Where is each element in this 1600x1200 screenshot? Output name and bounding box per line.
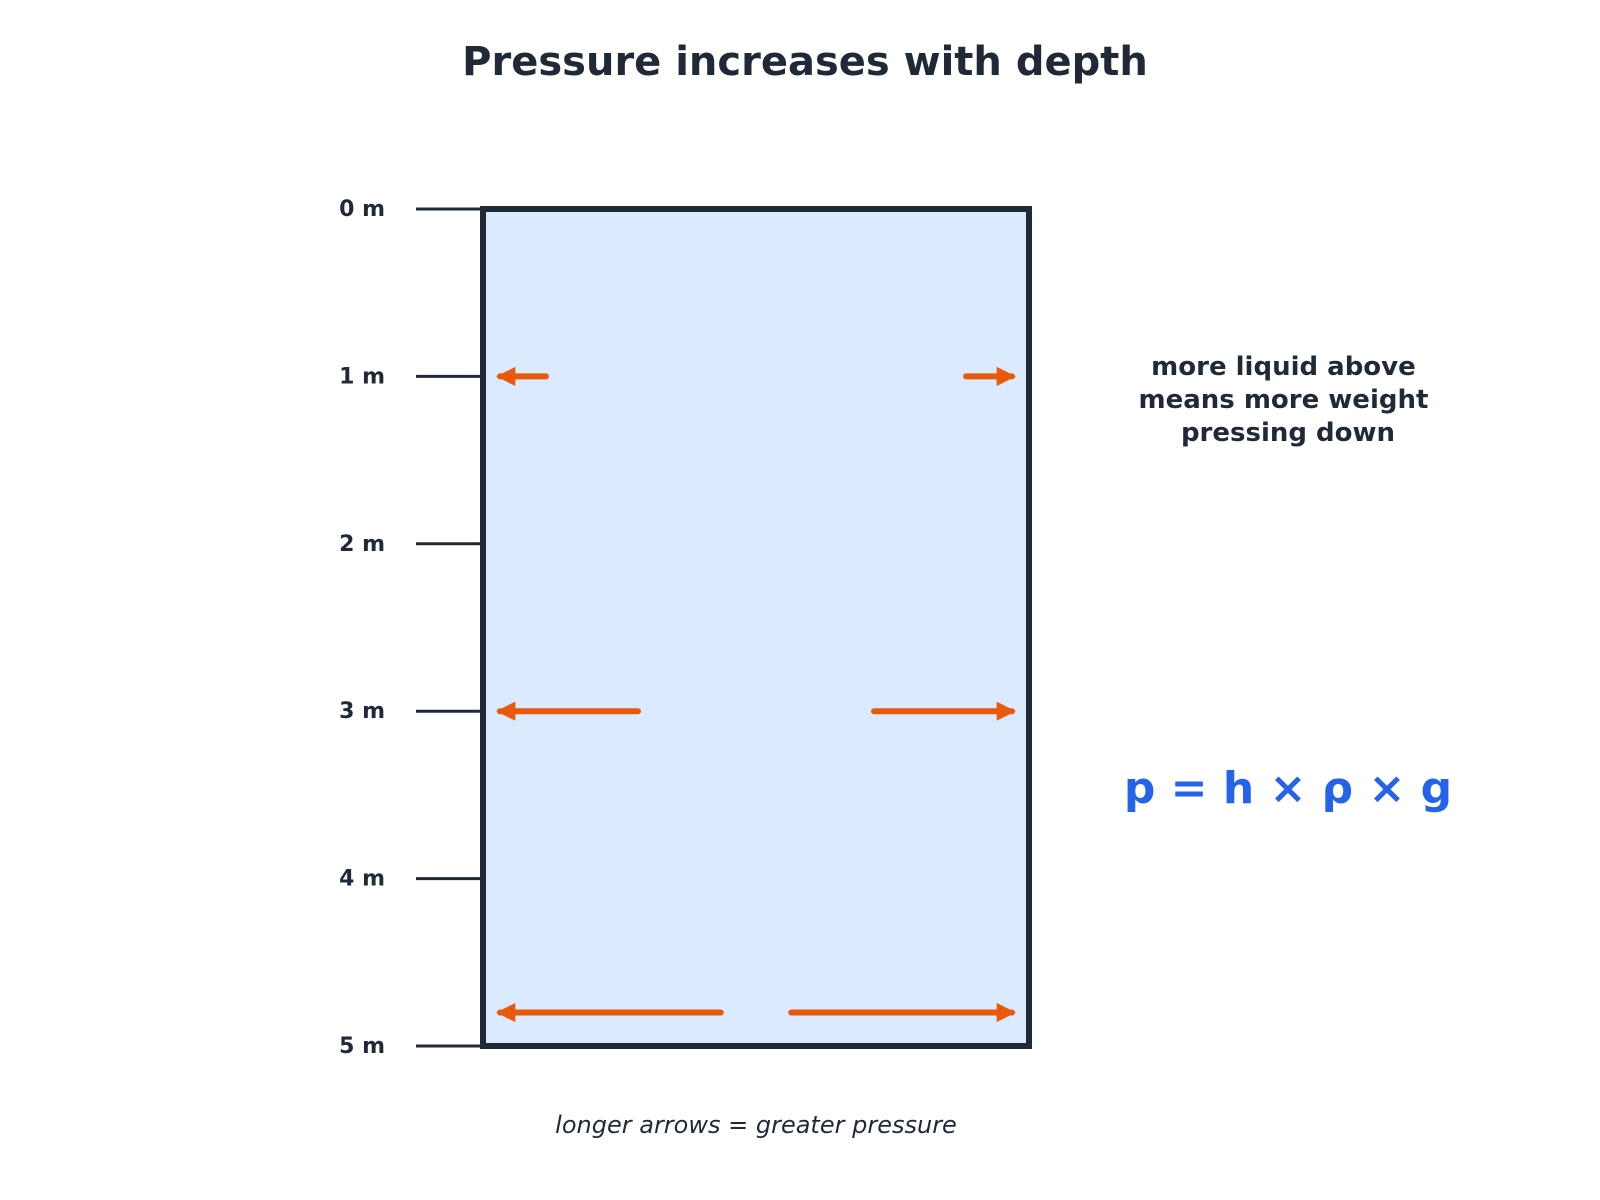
pressure-formula: p = h × ρ × g	[1124, 763, 1452, 814]
caption: longer arrows = greater pressure	[555, 1111, 957, 1139]
weight-note: more liquid above means more weight pres…	[1139, 352, 1438, 448]
depth-tick-label: 5 m	[339, 1034, 385, 1059]
depth-tick-label: 4 m	[339, 867, 385, 892]
weight-note-line: means more weight	[1139, 385, 1429, 415]
depth-tick-label: 1 m	[339, 364, 385, 389]
depth-tick-label: 3 m	[339, 699, 385, 724]
liquid-container	[480, 206, 1032, 1049]
depth-scale: 0 m 1 m 2 m 3 m 4 m 5 m	[339, 197, 483, 1059]
weight-note-line: pressing down	[1181, 418, 1395, 448]
pressure-arrows	[496, 366, 1016, 1023]
depth-tick-label: 0 m	[339, 197, 385, 222]
depth-tick-label: 2 m	[339, 532, 385, 557]
weight-note-line: more liquid above	[1151, 352, 1416, 382]
page-title: Pressure increases with depth	[462, 39, 1148, 85]
